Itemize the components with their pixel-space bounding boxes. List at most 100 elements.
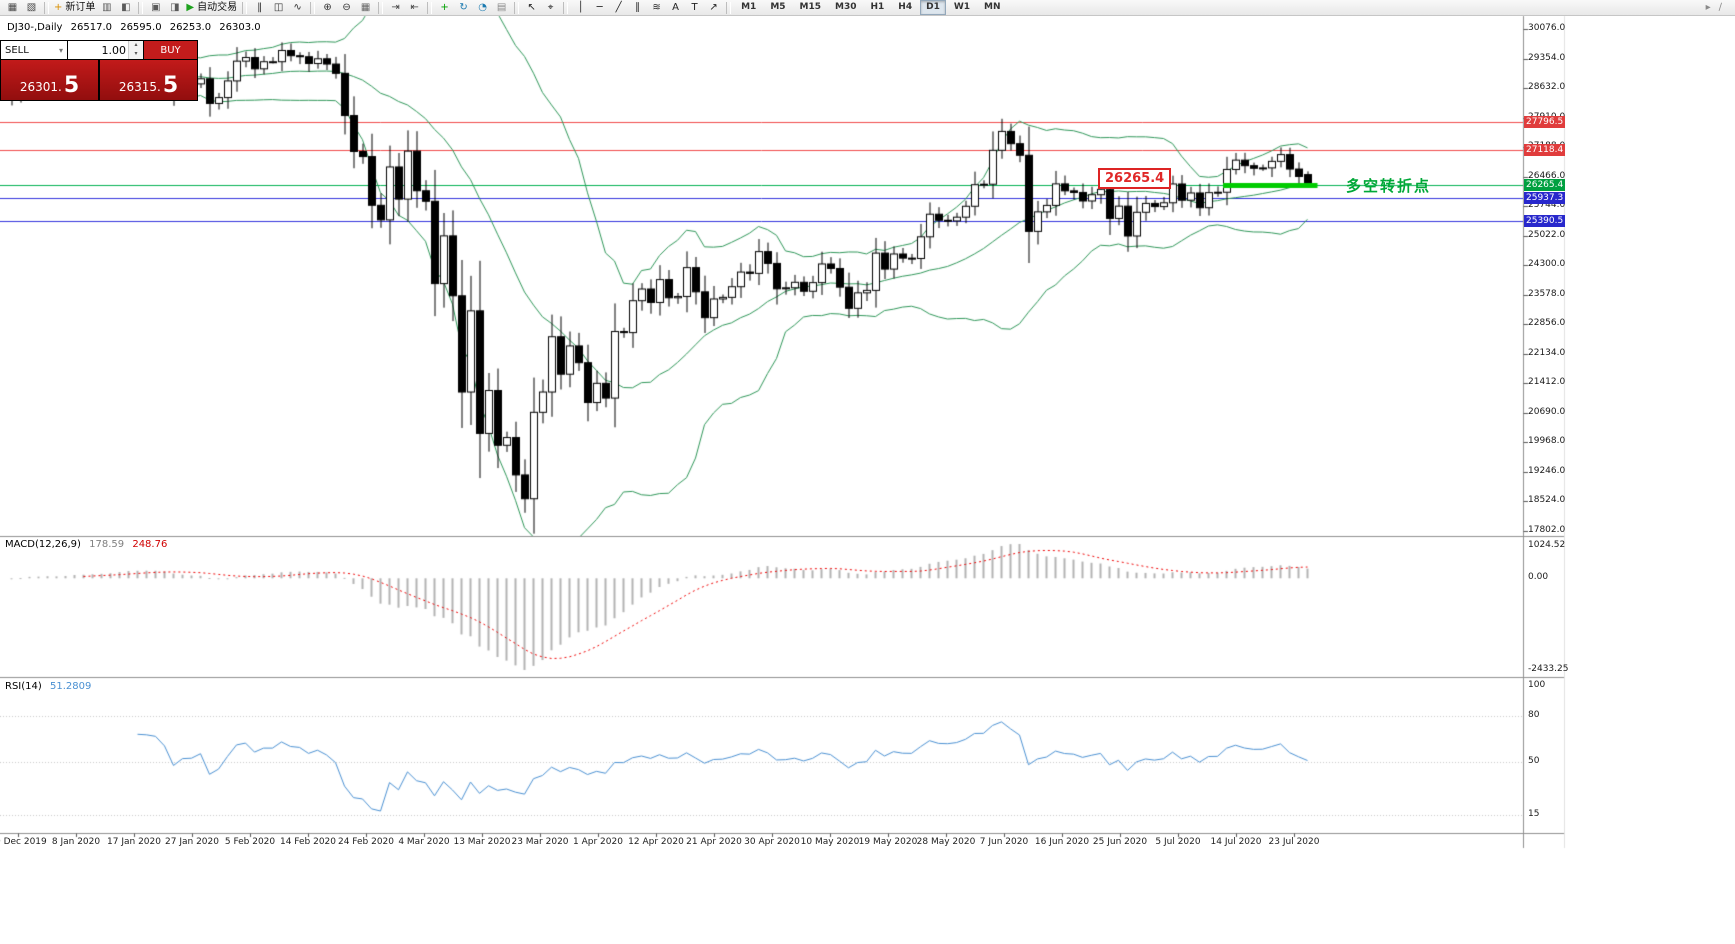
channel-icon[interactable]: ∥ [628,1,647,15]
docking-icon[interactable]: ▸ [1705,2,1711,13]
date-tick-label: 17 Jan 2020 [107,837,161,847]
price-tick-label: 17802.0 [1528,525,1566,535]
timeframe-MN[interactable]: MN [984,2,1001,12]
trendline-icon[interactable]: ╱ [609,1,628,15]
chevron-down-icon[interactable]: ▾ [58,45,63,55]
label-icon[interactable]: T [685,1,704,15]
candlestick-chart-icon[interactable]: ◫ [269,1,288,15]
macd-axis-min: -2433.25 [1528,664,1569,674]
macd-value-signal: 248.76 [132,539,168,550]
date-tick-label: 27 Jan 2020 [165,837,219,847]
text-icon: A [672,1,680,13]
edit-layout-icon[interactable]: ∕ [1718,2,1722,13]
fibonacci-icon: ≋ [652,1,661,13]
trendline-icon: ╱ [615,1,622,13]
date-tick-label: 16 Jun 2020 [1034,837,1090,847]
price-callout-label[interactable]: 26265.4 [1098,167,1172,189]
timeframe-M30[interactable]: M30 [835,2,857,12]
market-watch-icon: ▥ [102,1,112,13]
chart-profiles-icon[interactable]: ▧ [22,1,41,15]
templates-icon[interactable]: ▤ [492,1,511,15]
bar-chart-icon[interactable]: ‖ [250,1,269,15]
timeframe-M15[interactable]: M15 [799,2,822,12]
label-icon: T [691,1,698,13]
price-tick-label: 30076.0 [1528,23,1566,33]
timeframe-W1[interactable]: W1 [953,2,971,12]
zoom-in-icon[interactable]: ⊕ [318,1,337,15]
refresh-icon[interactable]: ↻ [454,1,473,15]
buy-price-main: 26315. [118,80,161,94]
timeframe-M1[interactable]: M1 [741,2,757,12]
new-order-button-label: 新订单 [65,1,96,13]
price-tick-label: 28632.0 [1528,82,1566,93]
price-tick-label: 26466.0 [1528,170,1566,181]
buy-label: BUY [160,44,181,56]
date-tick-label: 1 Apr 2020 [573,837,623,847]
terminal-icon[interactable]: ▣ [146,1,165,15]
autotrading-button[interactable]: ▶ 自动交易 [184,1,239,15]
tile-windows-icon[interactable]: ▦ [356,1,375,15]
date-tick-label: 30 Apr 2020 [744,837,800,847]
add-indicator-icon[interactable]: + [435,1,454,15]
toolbar-separator [242,1,248,14]
date-tick-label: 23 Jul 2020 [1268,837,1320,847]
new-order-button: + [54,1,63,13]
spinner-up-icon[interactable]: ▴ [129,41,143,50]
arrows-icon[interactable]: ↗ [704,1,723,15]
add-indicator-icon: + [440,1,449,13]
buy-price-button[interactable]: 26315. 5 [100,60,197,100]
new-chart-icon[interactable]: ▦ [3,1,22,15]
cursor-icon[interactable]: ↖ [522,1,541,15]
sell-header-button[interactable]: SELL ▾ [1,41,67,59]
toolbar-separator [310,1,316,14]
sell-price-button[interactable]: 26301. 5 [1,60,98,100]
toolbar-separator [563,1,569,14]
rsi-pane-title: RSI(14) 51.2809 [5,681,91,692]
sell-price-main: 26301. [19,80,62,94]
timeframe-H4[interactable]: H4 [898,2,913,12]
zoom-out-icon[interactable]: ⊖ [337,1,356,15]
macd-pane-splitter[interactable] [0,535,1564,539]
volume-input[interactable] [68,41,128,59]
timeframe-M5[interactable]: M5 [770,2,786,12]
rsi-level-label: 100 [1528,680,1546,690]
market-watch-icon[interactable]: ▥ [97,1,116,15]
horizontal-line-icon[interactable]: ─ [590,1,609,15]
text-icon[interactable]: A [666,1,685,15]
navigator-icon[interactable]: ◧ [116,1,135,15]
toolbar-separator [378,1,384,14]
navigator-icon: ◧ [121,1,131,13]
chart-close-value: 26303.0 [219,22,261,33]
chart-symbol-ohlc: DJ30-,Daily 26517.0 26595.0 26253.0 2630… [7,22,266,33]
macd-axis-zero: 0.00 [1528,572,1549,583]
crosshair-icon[interactable]: ⌖ [541,1,560,15]
auto-scroll-icon[interactable]: ⇥ [386,1,405,15]
new-order-button[interactable]: + 新订单 [52,1,97,15]
date-tick-label: 19 May 2020 [858,837,918,847]
price-tick-label: 20690.0 [1528,406,1566,417]
chart-shift-icon[interactable]: ⇤ [405,1,424,15]
buy-header-button[interactable]: BUY [144,41,197,59]
date-tick-label: 23 Mar 2020 [511,837,569,847]
fibonacci-icon[interactable]: ≋ [647,1,666,15]
price-tick-label: 18524.0 [1528,495,1566,506]
rsi-title-text: RSI(14) [5,681,42,692]
vertical-line-icon[interactable]: │ [571,1,590,15]
date-tick-label: 5 Jul 2020 [1155,837,1201,847]
strategy-tester-icon[interactable]: ◨ [165,1,184,15]
period-icon[interactable]: ◔ [473,1,492,15]
date-tick-label: 24 Feb 2020 [337,837,395,847]
timeframe-D1[interactable]: D1 [920,0,946,15]
spinner-down-icon[interactable]: ▾ [129,50,143,59]
one-click-trading-panel: SELL ▾ ▴ ▾ BUY 26301. 5 26315. 5 [0,40,198,101]
timeframe-H1[interactable]: H1 [870,2,885,12]
autotrading-button: ▶ [186,1,195,13]
price-line-label: 27796.5 [1524,116,1565,129]
channel-icon: ∥ [635,1,641,13]
line-chart-icon[interactable]: ∿ [288,1,307,15]
rsi-pane-splitter[interactable] [0,676,1564,680]
date-tick-label: 12 Apr 2020 [628,837,684,847]
turning-point-text[interactable]: 多空转折点 [1346,176,1432,195]
